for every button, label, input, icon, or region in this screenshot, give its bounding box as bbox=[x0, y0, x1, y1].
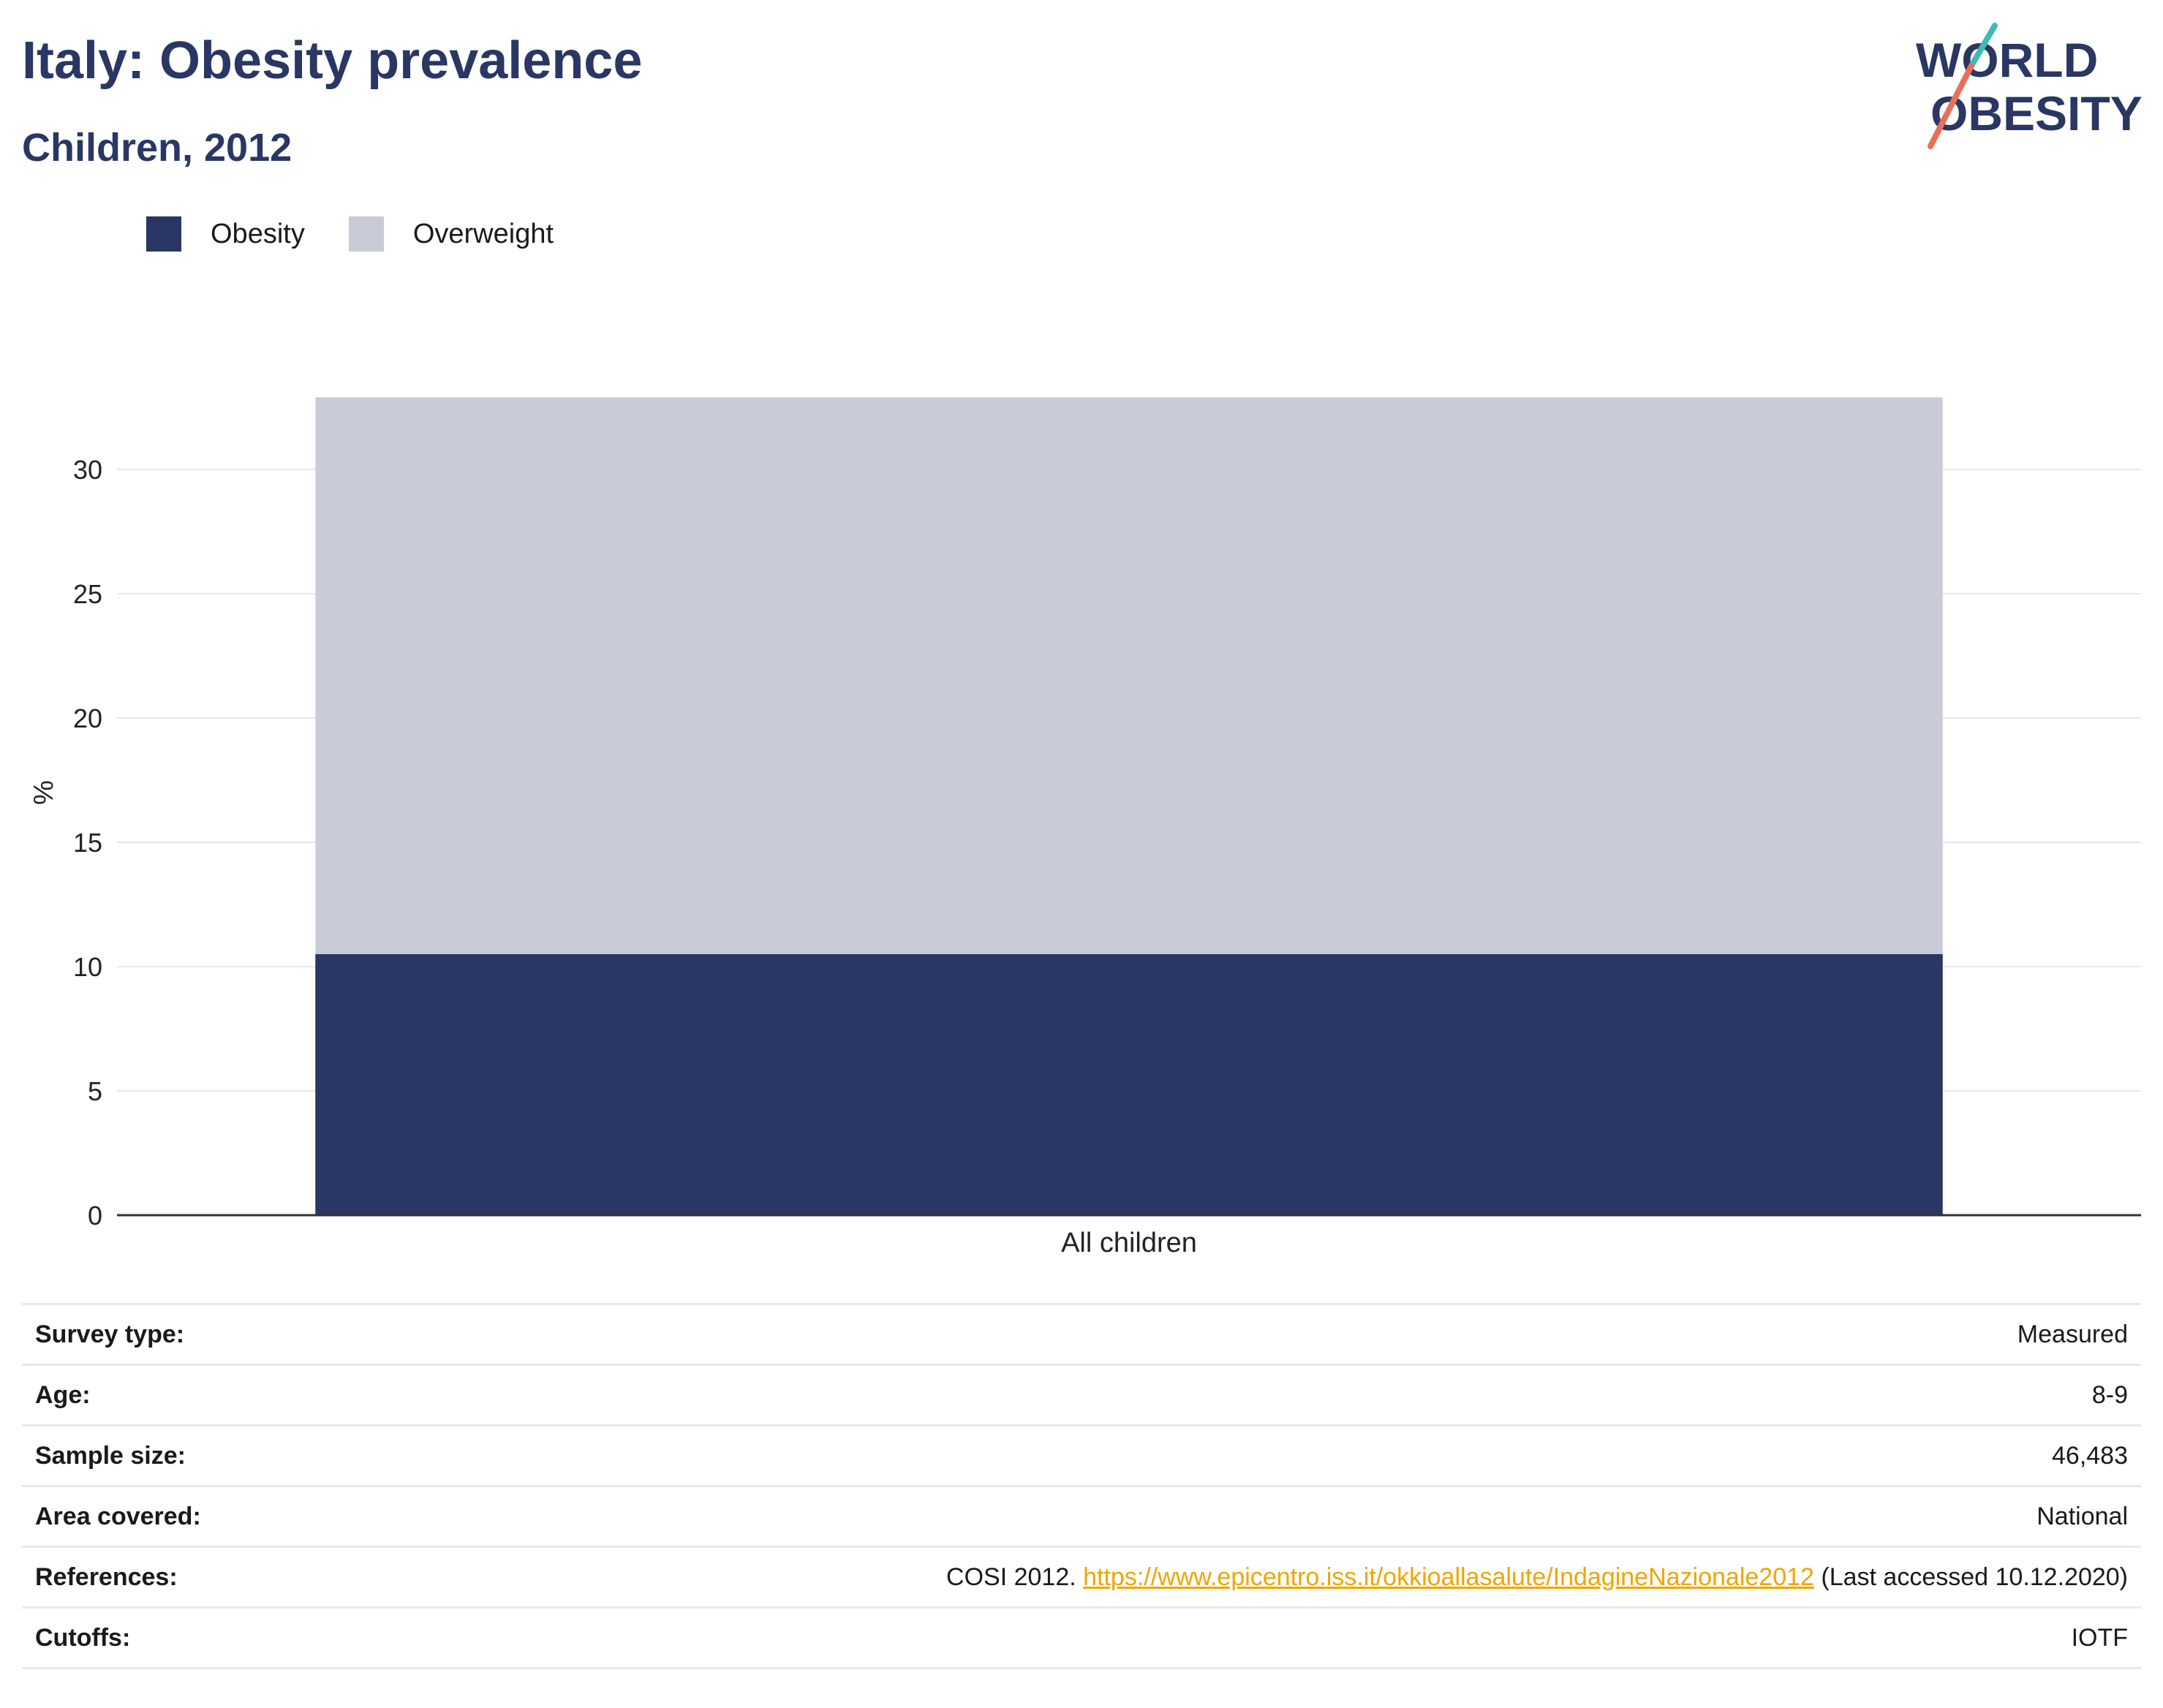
legend-swatch-overweight bbox=[348, 216, 384, 252]
survey-info-table: Survey type: Measured Age: 8-9 Sample si… bbox=[22, 1303, 2141, 1669]
table-row: References: COSI 2012. https://www.epice… bbox=[22, 1546, 2141, 1608]
table-row: Sample size: 46,483 bbox=[22, 1425, 2141, 1486]
cutoffs-label: Cutoffs: bbox=[35, 1623, 131, 1652]
legend-swatch-obesity bbox=[146, 216, 181, 252]
page-subtitle: Children, 2012 bbox=[22, 126, 292, 170]
legend-item-overweight[interactable]: Overweight bbox=[348, 216, 554, 252]
svg-text:WORLD: WORLD bbox=[1916, 33, 2098, 87]
y-tick-label: 20 bbox=[73, 703, 102, 733]
age-value: 8-9 bbox=[2091, 1380, 2128, 1409]
y-tick-label: 0 bbox=[88, 1201, 102, 1231]
y-tick-label: 25 bbox=[73, 579, 102, 609]
references-link[interactable]: https://www.epicentro.iss.it/okkioallasa… bbox=[1083, 1562, 1814, 1591]
age-label: Age: bbox=[35, 1380, 91, 1409]
legend-label-overweight: Overweight bbox=[412, 218, 554, 249]
table-row: Area covered: National bbox=[22, 1486, 2141, 1547]
table-row: Age: 8-9 bbox=[22, 1364, 2141, 1426]
page-title: Italy: Obesity prevalence bbox=[22, 31, 643, 90]
bar-obesity bbox=[315, 954, 1943, 1215]
world-obesity-logo: WORLD OBESITY bbox=[1916, 23, 2143, 149]
area-covered-value: National bbox=[2036, 1502, 2128, 1530]
y-tick-label: 30 bbox=[73, 455, 102, 485]
table-row: Survey type: Measured bbox=[22, 1304, 2141, 1365]
survey-type-value: Measured bbox=[2017, 1320, 2128, 1348]
cutoffs-value: IOTF bbox=[2071, 1623, 2128, 1652]
references-value: COSI 2012. https://www.epicentro.iss.it/… bbox=[313, 1547, 2141, 1608]
sample-size-value: 46,483 bbox=[2052, 1441, 2128, 1470]
y-axis-title: % bbox=[29, 780, 59, 805]
svg-text:OBESITY: OBESITY bbox=[1930, 86, 2143, 140]
bar-overweight bbox=[315, 397, 1943, 954]
legend-item-obesity[interactable]: Obesity bbox=[146, 216, 305, 252]
references-prefix: COSI 2012. bbox=[946, 1562, 1084, 1591]
sample-size-label: Sample size: bbox=[35, 1441, 186, 1470]
y-tick-label: 5 bbox=[88, 1076, 102, 1106]
legend-label-obesity: Obesity bbox=[211, 218, 305, 249]
y-tick-label: 15 bbox=[73, 828, 102, 858]
table-row: Cutoffs: IOTF bbox=[22, 1607, 2141, 1669]
y-tick-label: 10 bbox=[73, 952, 102, 982]
survey-type-label: Survey type: bbox=[35, 1320, 185, 1348]
references-suffix: (Last accessed 10.12.2020) bbox=[1813, 1562, 2128, 1591]
x-category-label: All children bbox=[1061, 1228, 1197, 1258]
references-label: References: bbox=[35, 1562, 178, 1591]
chart-legend: Obesity Overweight bbox=[146, 216, 597, 252]
stacked-bar-chart: 0 5 10 15 20 25 30% All children bbox=[29, 397, 2141, 1258]
area-covered-label: Area covered: bbox=[35, 1502, 201, 1530]
